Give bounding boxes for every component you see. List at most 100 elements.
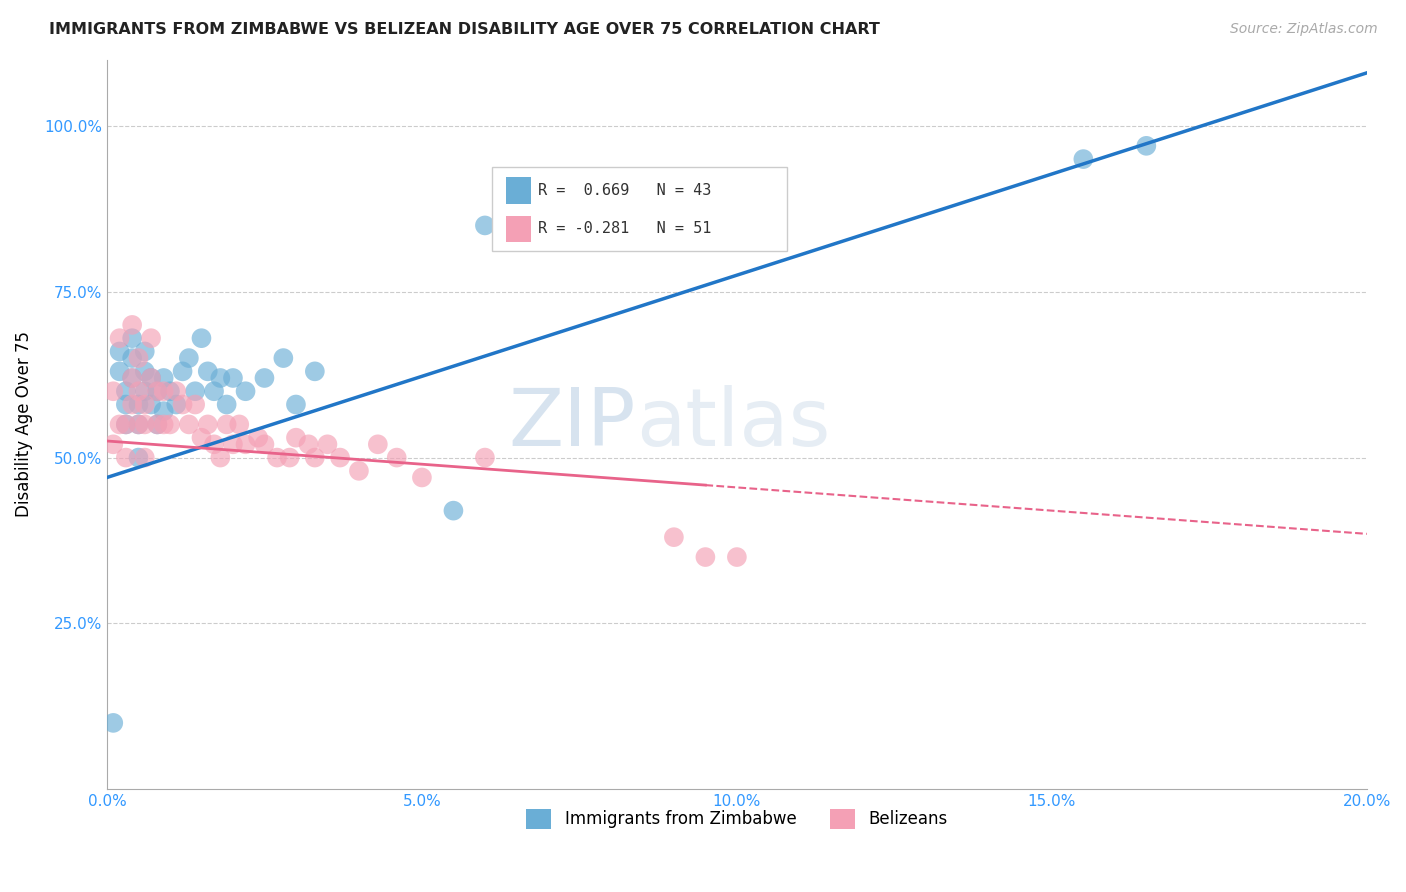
Point bbox=[127, 351, 149, 365]
Point bbox=[228, 417, 250, 432]
Point bbox=[253, 371, 276, 385]
Point bbox=[127, 397, 149, 411]
Point bbox=[184, 384, 207, 399]
Point bbox=[115, 417, 138, 432]
Point bbox=[284, 397, 307, 411]
Point bbox=[127, 450, 149, 465]
Point bbox=[177, 351, 200, 365]
Point bbox=[202, 384, 225, 399]
Point bbox=[190, 331, 212, 345]
Point bbox=[127, 417, 149, 432]
Point bbox=[127, 417, 149, 432]
Text: Source: ZipAtlas.com: Source: ZipAtlas.com bbox=[1230, 22, 1378, 37]
Text: R = -0.281   N = 51: R = -0.281 N = 51 bbox=[538, 221, 711, 236]
Point bbox=[222, 437, 245, 451]
Y-axis label: Disability Age Over 75: Disability Age Over 75 bbox=[15, 332, 32, 517]
Point bbox=[165, 384, 187, 399]
Point bbox=[215, 417, 238, 432]
Point bbox=[304, 450, 326, 465]
Point bbox=[103, 715, 125, 730]
Point bbox=[284, 431, 307, 445]
Point bbox=[152, 384, 174, 399]
Point bbox=[600, 186, 623, 200]
Point bbox=[146, 384, 169, 399]
Point bbox=[505, 198, 527, 212]
Point bbox=[1073, 152, 1095, 166]
Point bbox=[190, 431, 212, 445]
Point bbox=[139, 371, 162, 385]
Point bbox=[385, 450, 408, 465]
Point bbox=[367, 437, 389, 451]
Point bbox=[103, 384, 125, 399]
Point bbox=[134, 364, 156, 378]
Point bbox=[474, 450, 496, 465]
Point bbox=[121, 351, 143, 365]
Point bbox=[159, 417, 181, 432]
Point bbox=[134, 417, 156, 432]
Text: IMMIGRANTS FROM ZIMBABWE VS BELIZEAN DISABILITY AGE OVER 75 CORRELATION CHART: IMMIGRANTS FROM ZIMBABWE VS BELIZEAN DIS… bbox=[49, 22, 880, 37]
Point bbox=[115, 397, 138, 411]
Point bbox=[1135, 138, 1157, 153]
Point bbox=[411, 470, 433, 484]
Point bbox=[146, 417, 169, 432]
Point bbox=[121, 371, 143, 385]
Point bbox=[235, 384, 257, 399]
Point bbox=[108, 331, 131, 345]
Point bbox=[347, 464, 370, 478]
Point bbox=[115, 384, 138, 399]
Point bbox=[247, 431, 270, 445]
Point bbox=[202, 437, 225, 451]
Point bbox=[184, 397, 207, 411]
Point bbox=[103, 437, 125, 451]
Point bbox=[115, 417, 138, 432]
Point bbox=[146, 417, 169, 432]
Point bbox=[273, 351, 295, 365]
Point bbox=[222, 371, 245, 385]
Point bbox=[121, 331, 143, 345]
Point bbox=[329, 450, 352, 465]
Point bbox=[139, 397, 162, 411]
Point bbox=[172, 397, 194, 411]
Point bbox=[253, 437, 276, 451]
Point bbox=[134, 344, 156, 359]
Point bbox=[134, 450, 156, 465]
Legend: Immigrants from Zimbabwe, Belizeans: Immigrants from Zimbabwe, Belizeans bbox=[520, 802, 955, 836]
Point bbox=[172, 364, 194, 378]
Point bbox=[235, 437, 257, 451]
Point bbox=[197, 364, 219, 378]
Text: atlas: atlas bbox=[636, 385, 831, 464]
Point bbox=[177, 417, 200, 432]
Point bbox=[215, 397, 238, 411]
Point bbox=[152, 404, 174, 418]
Point bbox=[695, 550, 717, 565]
Point bbox=[304, 364, 326, 378]
Text: R =  0.669   N = 43: R = 0.669 N = 43 bbox=[538, 183, 711, 198]
Point bbox=[121, 318, 143, 332]
Point bbox=[152, 417, 174, 432]
Point bbox=[266, 450, 288, 465]
Point bbox=[108, 364, 131, 378]
Point bbox=[209, 450, 232, 465]
Point bbox=[121, 397, 143, 411]
Point bbox=[165, 397, 187, 411]
Point bbox=[725, 550, 748, 565]
Point bbox=[662, 530, 685, 544]
Point bbox=[441, 503, 464, 517]
Point bbox=[115, 450, 138, 465]
Point bbox=[146, 384, 169, 399]
Point bbox=[152, 371, 174, 385]
Point bbox=[316, 437, 339, 451]
Point bbox=[209, 371, 232, 385]
Point bbox=[134, 397, 156, 411]
Point bbox=[108, 344, 131, 359]
Point bbox=[159, 384, 181, 399]
Point bbox=[108, 417, 131, 432]
Point bbox=[278, 450, 301, 465]
Point bbox=[197, 417, 219, 432]
Point bbox=[121, 371, 143, 385]
Point bbox=[297, 437, 319, 451]
Point bbox=[474, 219, 496, 233]
Text: ZIP: ZIP bbox=[509, 385, 636, 464]
Point bbox=[134, 384, 156, 399]
Point bbox=[139, 331, 162, 345]
